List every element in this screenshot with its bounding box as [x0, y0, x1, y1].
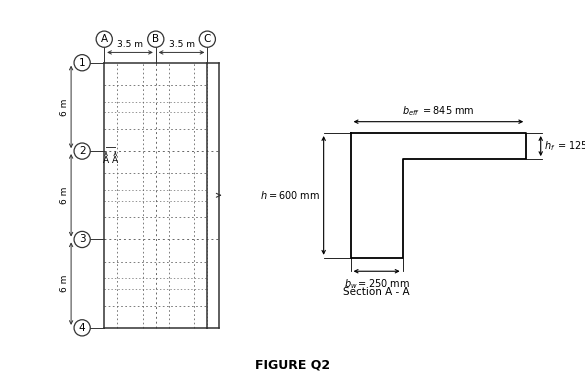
Text: B: B	[152, 34, 159, 44]
Text: FIGURE Q2: FIGURE Q2	[255, 358, 330, 371]
Text: 6 m: 6 m	[60, 275, 69, 292]
Text: 1: 1	[79, 58, 85, 68]
Text: $h_f$$\ = 125\ \mathrm{mm}$: $h_f$$\ = 125\ \mathrm{mm}$	[545, 139, 585, 153]
Circle shape	[74, 320, 90, 336]
Text: 3.5 m: 3.5 m	[117, 40, 143, 49]
Text: 3.5 m: 3.5 m	[168, 40, 195, 49]
Text: Section A - A: Section A - A	[343, 288, 410, 297]
Circle shape	[199, 31, 215, 47]
Circle shape	[96, 31, 112, 47]
Text: A: A	[112, 156, 118, 164]
Text: 3: 3	[79, 235, 85, 244]
Text: 2: 2	[79, 146, 85, 156]
Text: A: A	[103, 156, 109, 164]
Text: 4: 4	[79, 323, 85, 333]
Text: $b_w = 250\ \mathrm{mm}$: $b_w = 250\ \mathrm{mm}$	[343, 277, 410, 291]
Circle shape	[74, 231, 90, 248]
Circle shape	[74, 54, 90, 71]
Text: A: A	[101, 34, 108, 44]
Text: 6 m: 6 m	[60, 186, 69, 204]
Text: C: C	[204, 34, 211, 44]
Text: $b_{eff}$$\ = 845\ \mathrm{mm}$: $b_{eff}$$\ = 845\ \mathrm{mm}$	[402, 104, 474, 118]
Text: $h = 600\ \mathrm{mm}$: $h = 600\ \mathrm{mm}$	[260, 189, 320, 201]
Text: 6 m: 6 m	[60, 98, 69, 116]
Circle shape	[74, 143, 90, 159]
Circle shape	[147, 31, 164, 47]
